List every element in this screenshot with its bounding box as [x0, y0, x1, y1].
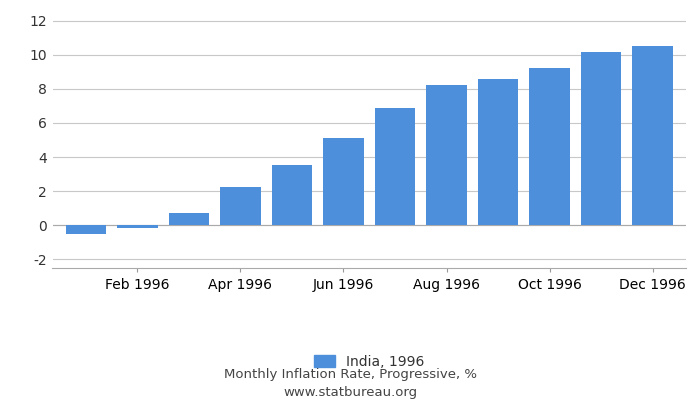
Legend: India, 1996: India, 1996 [314, 354, 424, 368]
Bar [169, 213, 209, 225]
Text: www.statbureau.org: www.statbureau.org [283, 386, 417, 399]
Bar [323, 138, 363, 225]
Bar [581, 52, 621, 225]
Bar [66, 225, 106, 234]
Bar [632, 46, 673, 225]
Bar [272, 165, 312, 225]
Bar [478, 78, 518, 225]
Text: Monthly Inflation Rate, Progressive, %: Monthly Inflation Rate, Progressive, % [223, 368, 477, 381]
Bar [529, 68, 570, 225]
Bar [220, 187, 260, 225]
Bar [426, 84, 467, 225]
Bar [118, 225, 158, 228]
Bar [375, 108, 415, 225]
